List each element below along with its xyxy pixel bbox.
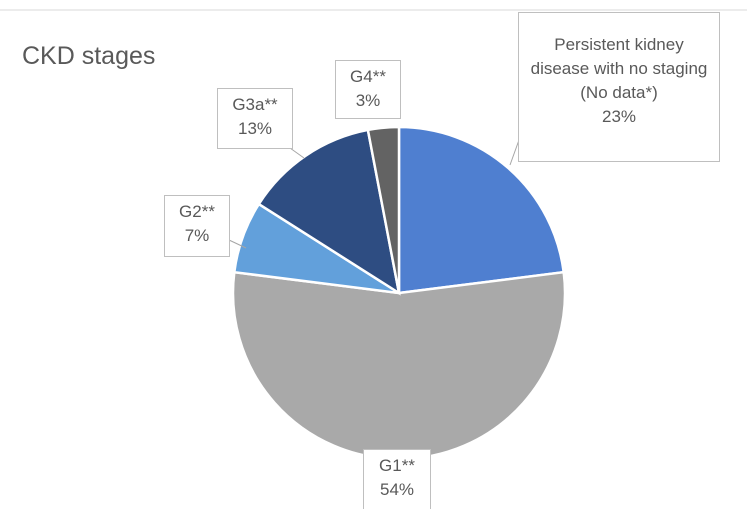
label-value: 3%: [355, 91, 381, 110]
pie-slice: [366, 125, 401, 294]
label-name: G1**: [379, 456, 415, 475]
data-label: Persistent kidney disease with no stagin…: [518, 12, 720, 162]
pie-slice: [397, 125, 566, 295]
label-value: 23%: [601, 107, 637, 126]
label-value: 54%: [379, 480, 415, 499]
leader-line: [289, 147, 305, 159]
data-label: G1** 54%: [363, 449, 431, 509]
label-value: 13%: [237, 119, 273, 138]
leader-line: [228, 239, 247, 249]
label-value: 7%: [184, 226, 210, 245]
leader-lines: [228, 139, 520, 249]
data-label: G3a** 13%: [217, 88, 293, 149]
data-label: G2** 7%: [164, 195, 230, 257]
label-name: G3a**: [232, 95, 278, 114]
data-label: G4** 3%: [335, 60, 401, 119]
label-name: G4**: [350, 67, 386, 86]
label-name: G2**: [179, 202, 215, 221]
pie-slice: [257, 128, 401, 296]
chart-title: CKD stages: [22, 42, 156, 70]
label-name: Persistent kidney disease with no stagin…: [530, 35, 708, 102]
leader-line: [509, 139, 520, 166]
pie-slice: [231, 270, 567, 461]
